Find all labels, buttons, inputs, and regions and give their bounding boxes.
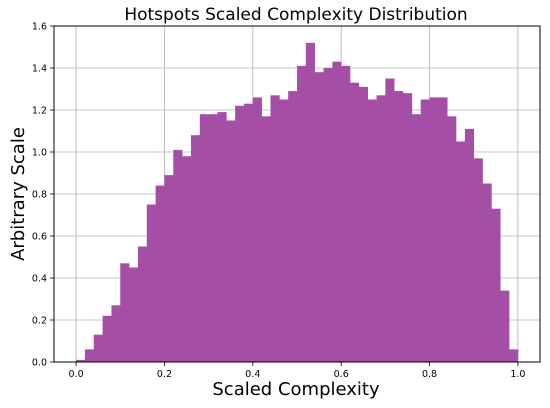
histogram-bar xyxy=(323,68,333,362)
histogram-bar xyxy=(491,208,501,362)
histogram-bar xyxy=(243,103,254,362)
y-tick-label: 0.8 xyxy=(32,190,47,201)
histogram-bar xyxy=(146,204,156,362)
x-tick-label: 0.2 xyxy=(157,369,172,380)
histogram-bar xyxy=(509,349,519,362)
histogram-bar xyxy=(190,135,201,362)
histogram-bar xyxy=(358,86,368,363)
x-axis-ticks: 0.0 0.2 0.4 0.6 0.8 1.0 xyxy=(69,362,525,380)
histogram-bar xyxy=(288,91,298,362)
x-tick-label: 0.8 xyxy=(422,369,437,380)
histogram-bar xyxy=(102,315,112,362)
y-tick-label: 1.6 xyxy=(32,22,47,33)
y-tick-label: 0.2 xyxy=(32,316,47,327)
histogram-bar xyxy=(350,82,360,362)
histogram-bar xyxy=(279,99,289,362)
x-tick-label: 0.6 xyxy=(334,369,349,380)
x-tick-label: 0.0 xyxy=(69,369,84,380)
histogram-bar xyxy=(411,114,422,362)
histogram-bar xyxy=(137,246,148,362)
y-tick-label: 0.6 xyxy=(32,232,47,243)
x-axis-label: Scaled Complexity xyxy=(212,379,380,400)
y-tick-label: 1.0 xyxy=(32,148,47,159)
histogram-bar xyxy=(252,97,262,363)
histogram-bar xyxy=(332,61,342,362)
histogram-bar xyxy=(235,105,245,363)
histogram-bar xyxy=(314,72,324,362)
histogram-bar xyxy=(367,99,377,362)
histogram-bar xyxy=(93,334,103,362)
y-tick-label: 0.4 xyxy=(32,274,47,285)
histogram-bar xyxy=(208,114,218,362)
histogram-bar xyxy=(164,175,174,362)
histogram-bar xyxy=(182,156,192,362)
y-tick-label: 0.0 xyxy=(32,358,47,369)
histogram-bar xyxy=(120,263,130,362)
histogram-bar xyxy=(261,116,271,362)
chart-title: Hotspots Scaled Complexity Distribution xyxy=(124,5,467,25)
histogram-bar xyxy=(403,93,413,362)
histogram-bar xyxy=(385,78,395,362)
histogram-bar xyxy=(447,116,457,362)
histogram-bar xyxy=(473,158,483,362)
x-tick-label: 1.0 xyxy=(510,369,525,380)
histogram-bar xyxy=(376,95,386,363)
histogram-bar xyxy=(438,97,448,363)
histogram-bar xyxy=(199,114,209,362)
histogram-bar xyxy=(226,120,236,362)
histogram-bar xyxy=(173,149,183,362)
histogram-bars xyxy=(76,42,519,363)
histogram-bar xyxy=(111,305,121,362)
histogram-bar xyxy=(394,91,404,362)
x-tick-label: 0.4 xyxy=(245,369,260,380)
histogram-bar xyxy=(420,99,430,362)
histogram-bar xyxy=(464,128,475,362)
histogram-bar xyxy=(270,95,280,363)
histogram-bar xyxy=(76,359,86,362)
histogram-bar xyxy=(482,183,492,362)
histogram-bar xyxy=(84,349,95,362)
y-axis-ticks: 0.0 0.2 0.4 0.6 0.8 1.0 1.2 1.4 1.6 xyxy=(32,22,54,369)
histogram-bar xyxy=(217,112,227,362)
y-tick-label: 1.2 xyxy=(32,106,47,117)
histogram-bar xyxy=(456,141,466,362)
histogram-bar xyxy=(429,97,439,363)
histogram-bar xyxy=(500,290,510,362)
histogram-bar xyxy=(155,185,165,362)
y-tick-label: 1.4 xyxy=(32,64,47,75)
histogram-bar xyxy=(129,267,139,362)
histogram-bar xyxy=(305,42,315,363)
histogram-bar xyxy=(297,65,307,363)
y-axis-label: Arbitrary Scale xyxy=(8,127,29,261)
histogram-bar xyxy=(341,65,351,363)
